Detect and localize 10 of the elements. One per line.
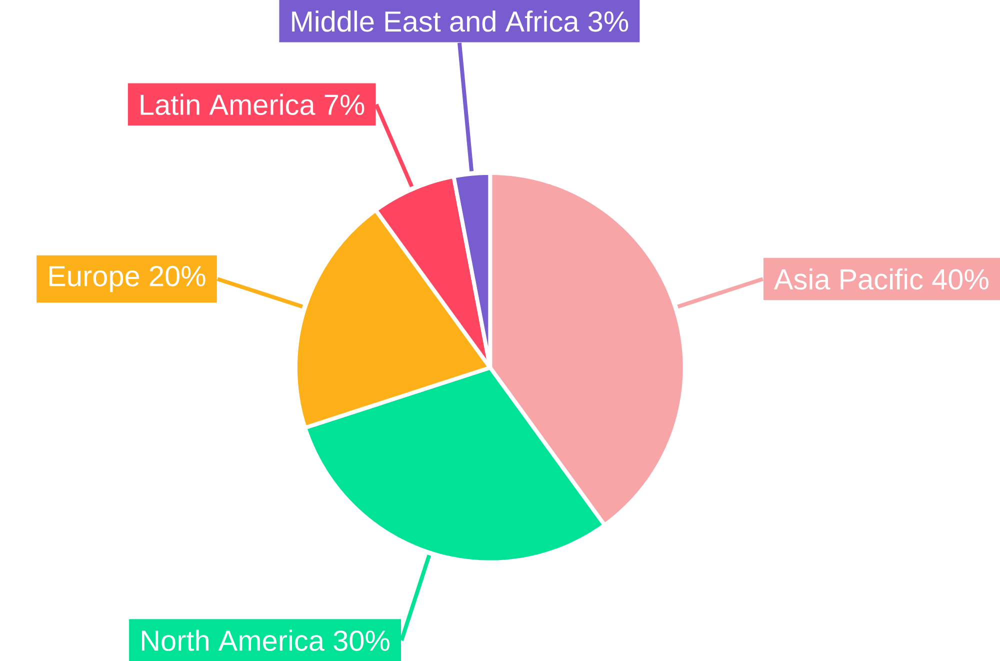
data-label: 40% — [932, 268, 988, 290]
slice-label: Middle East and Africa — [292, 10, 580, 32]
data-label: 3% — [588, 11, 628, 32]
data-label: 7% — [324, 94, 364, 115]
slice-label: North America — [142, 629, 324, 651]
data-label: 20% — [150, 266, 206, 286]
slice-label: Europe — [49, 266, 140, 292]
slice-label: Asia Pacific — [774, 268, 923, 290]
data-label: 30% — [334, 630, 390, 651]
slice-label: Latin America — [140, 94, 316, 115]
